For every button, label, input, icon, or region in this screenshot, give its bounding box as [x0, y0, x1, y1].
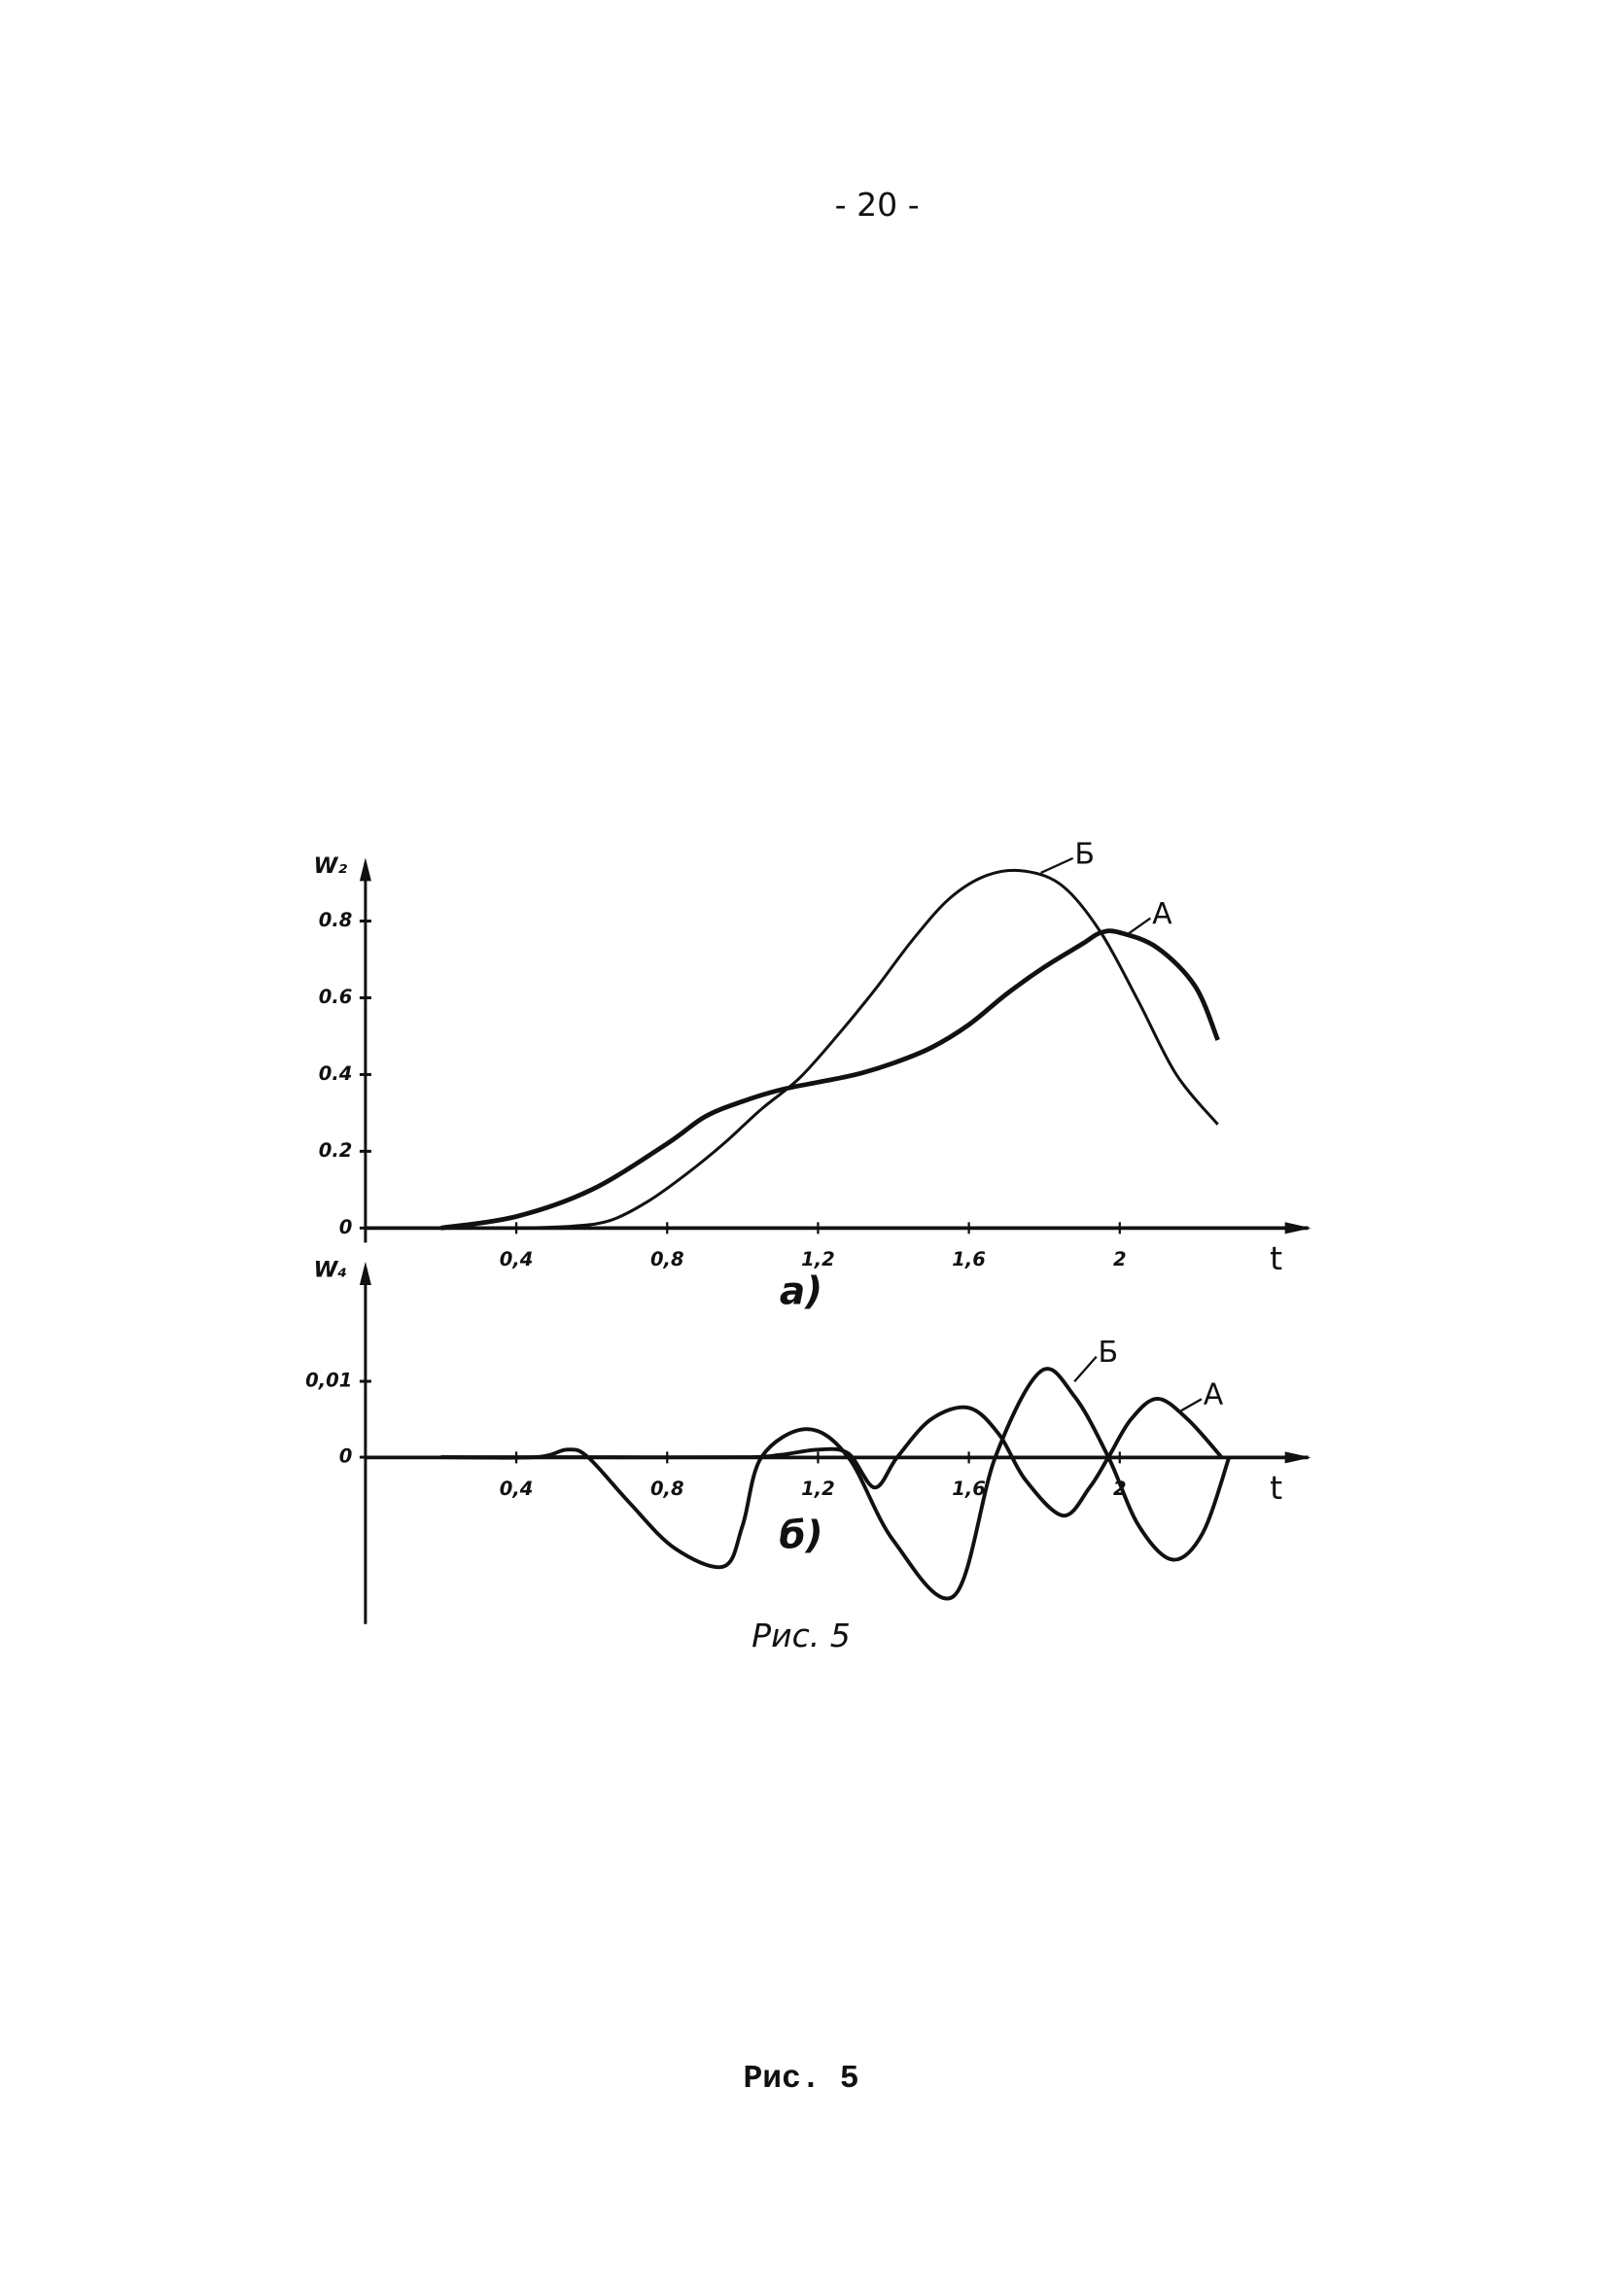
x-tick-label: 0,8	[650, 1248, 684, 1270]
x-tick-label: 2	[1113, 1248, 1127, 1270]
x-tick-label: 1,2	[801, 1478, 835, 1500]
y-tick-label: 0	[339, 1216, 353, 1238]
x-tick-label: 0,8	[650, 1478, 684, 1500]
series-label: Б	[1074, 837, 1095, 871]
curve	[440, 868, 1219, 1230]
x-axis-label: t	[1270, 1239, 1282, 1277]
x-tick-label: 1,6	[952, 1248, 986, 1270]
x-tick-label: 1,2	[801, 1248, 835, 1270]
label-leader	[1073, 1355, 1098, 1382]
y-axis-arrow	[359, 1261, 371, 1285]
series-label: А	[1204, 1378, 1224, 1412]
y-tick-label: 0.4	[319, 1062, 353, 1085]
y-axis-label: W₄	[313, 1257, 347, 1282]
page-number: - 20 -	[835, 186, 920, 224]
label-leader	[1125, 917, 1152, 937]
label-leader	[1040, 856, 1074, 874]
typed-caption: Рис. 5	[743, 2060, 858, 2097]
y-tick-label: 0.2	[319, 1139, 353, 1162]
y-tick-label: 0	[339, 1445, 353, 1468]
x-tick-label: 0,4	[500, 1248, 534, 1270]
y-axis-label: W₂	[313, 853, 347, 879]
figure-caption: Рис. 5	[752, 1617, 851, 1654]
subplot-label: а)	[780, 1270, 822, 1313]
subplot-label: б)	[779, 1514, 822, 1558]
curve	[440, 1367, 1232, 1601]
y-tick-label: 0.6	[319, 986, 353, 1008]
y-tick-label: 0.8	[319, 909, 353, 931]
x-axis-arrow	[1284, 1451, 1311, 1464]
x-axis-label: t	[1270, 1469, 1282, 1507]
curve	[440, 928, 1220, 1231]
y-axis-arrow	[359, 857, 371, 882]
y-tick-label: 0,01	[305, 1370, 352, 1392]
series-label: А	[1152, 897, 1172, 931]
curve	[440, 1397, 1223, 1518]
series-label: Б	[1098, 1336, 1118, 1370]
x-tick-label: 0,4	[500, 1478, 534, 1500]
x-axis-arrow	[1284, 1222, 1311, 1235]
x-tick-label: 1,6	[952, 1478, 986, 1500]
label-leader	[1180, 1398, 1203, 1412]
